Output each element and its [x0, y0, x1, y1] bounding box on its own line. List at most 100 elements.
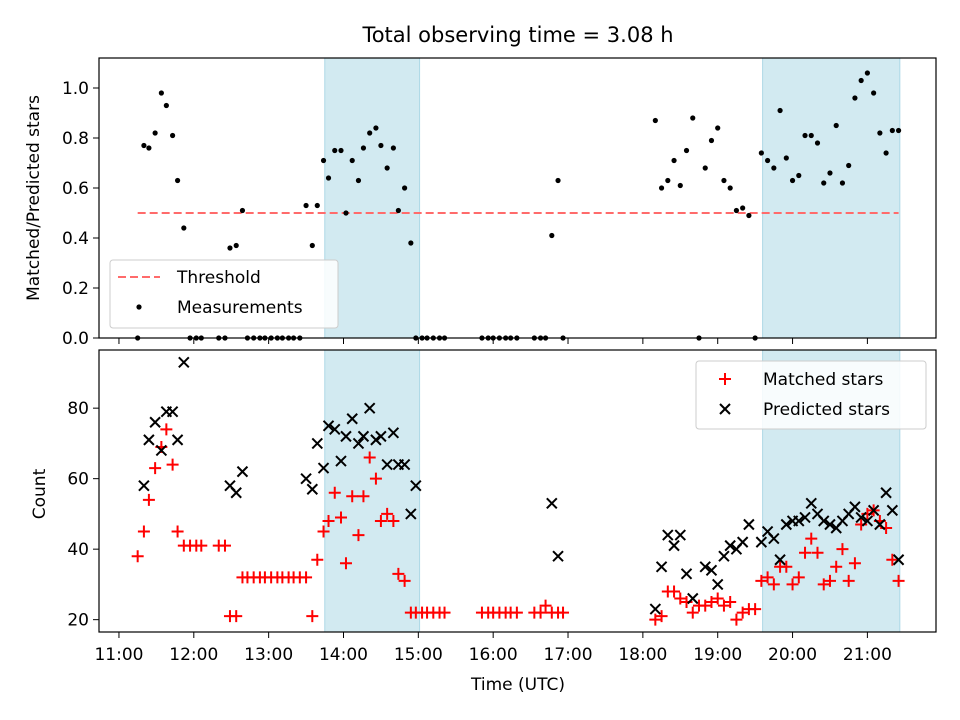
measurement-point: [715, 125, 721, 131]
measurement-point: [367, 130, 373, 136]
measurement-point: [852, 95, 858, 101]
top-y-tick-label: 0.6: [62, 179, 89, 199]
matched-star-point: [848, 557, 861, 570]
matched-star-point: [817, 578, 830, 591]
predicted-star-point: [867, 504, 880, 517]
measurement-point: [858, 77, 864, 84]
bottom-x-ticks: 11:00 12:00 13:00 14:00 15:00 16:00 17:00 18:00…: [94, 632, 892, 665]
predicted-star-point: [410, 480, 422, 492]
matched-star-point: [311, 553, 324, 566]
matched-star-point: [322, 514, 335, 527]
matched-star-point: [195, 539, 208, 552]
shaded-interval-1: [762, 57, 901, 339]
predicted-star-point: [300, 472, 312, 485]
measurement-point: [783, 155, 789, 161]
measurements-legend-swatch: [136, 304, 142, 310]
matched-star-point: [369, 472, 382, 485]
measurement-point: [174, 177, 181, 184]
predicted-star-point: [230, 487, 242, 499]
predicted-star-point: [680, 568, 693, 580]
measurement-point: [373, 125, 379, 131]
predicted-star-point: [381, 458, 393, 471]
measurement-point: [808, 132, 814, 139]
measurement-point: [802, 132, 808, 139]
matched-star-point: [328, 486, 341, 499]
predicted-legend-swatch: [719, 403, 731, 415]
matched-star-point: [339, 557, 352, 570]
bottom-legend-box: [695, 360, 927, 430]
predicted-star-point: [699, 561, 711, 573]
matched-star-point: [346, 490, 359, 503]
measurement-point: [408, 240, 414, 246]
measurement-point: [671, 157, 677, 164]
matched-star-point: [699, 599, 712, 612]
predicted-star-point: [705, 564, 718, 577]
predicted-star-point: [138, 480, 150, 492]
x-tick-label: 18:00: [618, 645, 667, 665]
measurement-point: [233, 242, 239, 249]
measurement-point: [683, 147, 690, 154]
matched-star-point: [830, 560, 843, 573]
matched-star-point: [780, 560, 793, 573]
predicted-star-point: [849, 501, 861, 513]
matched-stars-points: [131, 423, 905, 626]
measurement-point: [163, 102, 169, 109]
measurement-point: [864, 70, 870, 76]
matched-star-point: [381, 507, 394, 520]
matched-star-point: [649, 613, 662, 626]
x-tick-label: 17:00: [544, 645, 593, 665]
predicted-star-point: [171, 434, 184, 446]
x-tick-label: 12:00: [169, 645, 218, 665]
matched-star-point: [300, 571, 313, 584]
predicted-star-point: [329, 423, 341, 436]
predicted-star-point: [855, 511, 867, 524]
predicted-star-point: [149, 416, 161, 428]
measurement-point: [349, 157, 355, 164]
matched-star-point: [724, 596, 737, 609]
matched-star-point: [160, 423, 173, 436]
matched-star-point: [142, 493, 155, 506]
measurement-point: [883, 150, 889, 156]
measurement-point: [152, 130, 158, 136]
matched-star-point: [668, 585, 681, 598]
matched-star-point: [730, 613, 743, 626]
measurement-points: [135, 70, 902, 341]
predicted-star-point: [346, 413, 358, 425]
chart-title: Total observing time = 3.08 h: [361, 23, 673, 47]
measurement-point: [390, 145, 396, 151]
predicted-star-point: [178, 356, 190, 369]
measurement-point: [652, 117, 658, 124]
bottom-y-ticks: 20 40 60 80: [67, 399, 99, 631]
predicted-star-point: [143, 434, 155, 446]
predicted-star-point: [874, 518, 886, 531]
predicted-star-point: [398, 458, 411, 471]
matched-star-point: [387, 514, 400, 527]
predicted-star-point: [552, 550, 564, 562]
top-panel: 0.0 0.2 0.4 0.6 0.8 1.0 Matched/Predicted sta…: [24, 57, 937, 349]
predicted-star-point: [155, 444, 168, 457]
measurement-point: [343, 210, 349, 216]
measurement-point: [338, 147, 344, 154]
matched-star-point: [799, 546, 812, 559]
matched-star-point: [711, 592, 724, 605]
matched-star-point: [886, 553, 899, 566]
top-y-ticks: 0.0 0.2 0.4 0.6 0.8 1.0: [62, 79, 99, 349]
predicted-star-point: [322, 420, 335, 432]
predicted-star-point: [774, 554, 786, 566]
matched-star-point: [398, 574, 411, 587]
predicted-star-point: [861, 515, 874, 527]
measurement-point: [141, 142, 147, 149]
measurement-point: [758, 150, 764, 156]
top-legend-box: [109, 259, 339, 329]
predicted-star-point: [387, 427, 400, 439]
matched-star-point: [352, 529, 365, 542]
measurement-point: [877, 130, 883, 136]
threshold-legend-label: Threshold: [176, 268, 261, 288]
predicted-star-point: [886, 504, 899, 517]
predicted-star-point: [335, 455, 347, 467]
predicted-star-point: [687, 592, 699, 605]
matched-star-point: [811, 546, 824, 559]
measurement-point: [746, 212, 752, 219]
matched-star-point: [686, 606, 699, 619]
